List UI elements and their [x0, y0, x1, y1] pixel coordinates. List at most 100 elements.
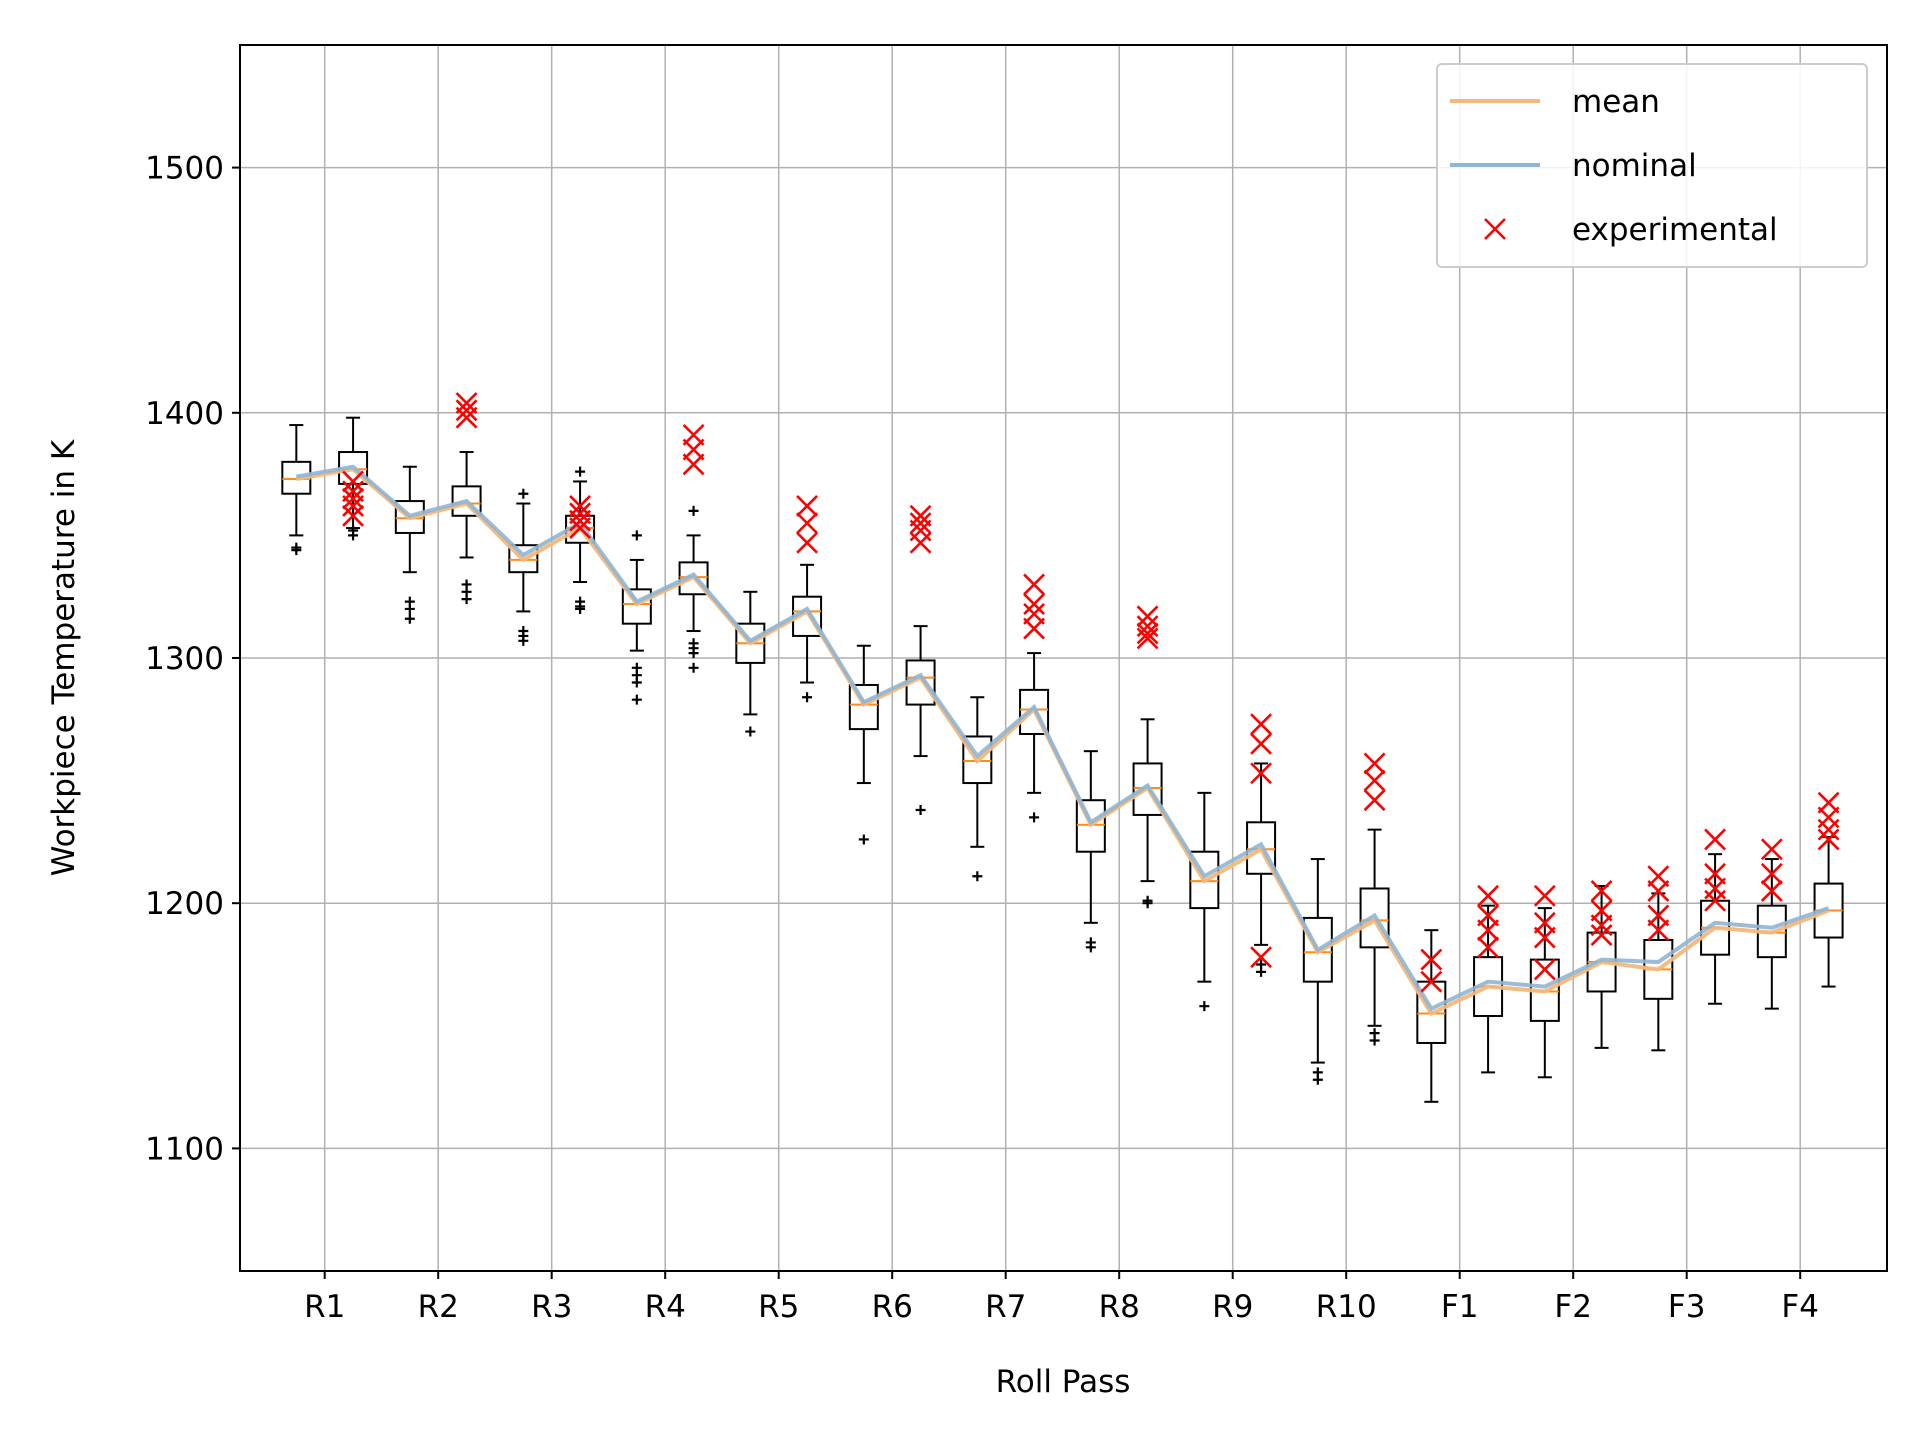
experimental-point: [1533, 926, 1556, 949]
outlier-point: [348, 525, 359, 536]
x-tick-label: F1: [1441, 1289, 1479, 1325]
box-plot: [281, 424, 312, 556]
experimental-point: [342, 504, 364, 527]
x-tick-label: R4: [645, 1289, 686, 1325]
experimental-point: [342, 470, 364, 493]
experimental-point: [1420, 948, 1443, 971]
y-axis-ticks: 1100 1200 1300 1400 1500: [145, 151, 240, 1167]
x-tick-label: R8: [1099, 1289, 1140, 1325]
experimental-point: [1817, 818, 1840, 841]
experimental-point: [1363, 769, 1386, 792]
x-tick-label: F3: [1668, 1289, 1706, 1325]
y-tick-label: 1100: [145, 1131, 224, 1167]
experimental-series: [342, 392, 1840, 993]
experimental-point: [1760, 838, 1783, 861]
line-series: [295, 464, 1830, 1017]
experimental-point: [1250, 762, 1272, 785]
x-tick-label: F2: [1554, 1289, 1592, 1325]
y-tick-label: 1200: [145, 886, 224, 922]
experimental-point: [569, 509, 591, 532]
x-tick-label: F4: [1781, 1289, 1819, 1325]
outlier-point: [1312, 1074, 1323, 1085]
experimental-point: [1484, 218, 1506, 240]
experimental-point: [909, 512, 932, 535]
legend-frame: [1436, 63, 1868, 268]
experimental-point: [796, 512, 818, 535]
outlier-point: [1142, 898, 1153, 909]
outlier-point: [1085, 942, 1096, 953]
experimental-point: [1136, 605, 1159, 628]
legend-experimental-label: experimental: [1572, 212, 1778, 248]
outlier-point: [688, 648, 699, 659]
outlier-point: [858, 834, 869, 845]
experimental-point: [1477, 884, 1499, 907]
box-iqr: [621, 588, 652, 625]
experimental-point: [1477, 919, 1499, 942]
experimental-point: [796, 531, 818, 554]
outlier-point: [631, 677, 642, 688]
outlier-point: [575, 603, 586, 614]
experimental-point: [569, 517, 591, 539]
experimental-point: [1477, 936, 1499, 959]
outlier-point: [291, 545, 302, 556]
legend-nominal-label: nominal: [1572, 148, 1697, 184]
legend-experimental-swatch: [1484, 218, 1506, 240]
y-axis-title: Workpiece Temperature in K: [46, 439, 82, 876]
experimental-point: [1704, 828, 1726, 851]
outlier-point: [915, 805, 926, 816]
experimental-point: [1420, 970, 1443, 993]
experimental-point: [1760, 862, 1783, 885]
experimental-point: [1136, 627, 1159, 650]
outlier-point: [404, 613, 415, 624]
outlier-point: [688, 505, 699, 516]
experimental-point: [796, 495, 818, 517]
outlier-point: [745, 726, 756, 737]
x-tick-label: R6: [872, 1289, 913, 1325]
y-tick-label: 1500: [145, 151, 224, 187]
x-tick-label: R2: [418, 1289, 459, 1325]
experimental-point: [1250, 946, 1272, 969]
experimental-point: [1363, 752, 1386, 775]
experimental-point: [909, 531, 932, 554]
x-axis-title: Roll Pass: [996, 1364, 1131, 1400]
grid-lines: [240, 45, 1887, 1271]
outlier-point: [802, 692, 813, 703]
outlier-point: [461, 594, 472, 605]
experimental-point: [455, 399, 478, 422]
experimental-point: [1760, 880, 1783, 902]
y-tick-label: 1400: [145, 396, 224, 432]
x-tick-label: R5: [758, 1289, 799, 1325]
experimental-point: [1647, 919, 1670, 942]
experimental-point: [1136, 622, 1159, 645]
outlier-point: [1029, 812, 1040, 823]
outlier-point: [688, 662, 699, 673]
outlier-point: [404, 603, 415, 614]
legend: mean nominal experimental: [1436, 63, 1868, 268]
experimental-point: [1250, 713, 1272, 736]
x-axis-ticks: R1 R2 R3 R4 R5 R6 R7 R8 R9 R10 F1 F2 F3 F4: [304, 1271, 1819, 1325]
box-plot: [848, 644, 879, 845]
experimental-point: [1023, 617, 1045, 640]
outlier-point: [631, 530, 642, 541]
outlier-point: [1199, 1001, 1210, 1012]
experimental-point: [1817, 828, 1840, 851]
experimental-point: [1590, 914, 1613, 937]
outlier-point: [631, 694, 642, 705]
experimental-point: [1533, 958, 1556, 981]
experimental-point: [1704, 889, 1726, 912]
outlier-point: [972, 871, 983, 882]
outlier-point: [518, 488, 529, 499]
experimental-point: [1533, 884, 1556, 907]
outlier-point: [1369, 1035, 1380, 1046]
experimental-point: [1647, 880, 1670, 902]
experimental-point: [342, 495, 364, 517]
nominal-line: [295, 464, 1830, 1012]
x-tick-label: R7: [985, 1289, 1026, 1325]
experimental-point: [1590, 880, 1613, 902]
experimental-point: [1023, 573, 1045, 596]
experimental-point: [1023, 593, 1045, 615]
x-tick-label: R3: [531, 1289, 572, 1325]
experimental-point: [455, 406, 478, 429]
outlier-point: [518, 635, 529, 646]
x-tick-label: R1: [304, 1289, 345, 1325]
